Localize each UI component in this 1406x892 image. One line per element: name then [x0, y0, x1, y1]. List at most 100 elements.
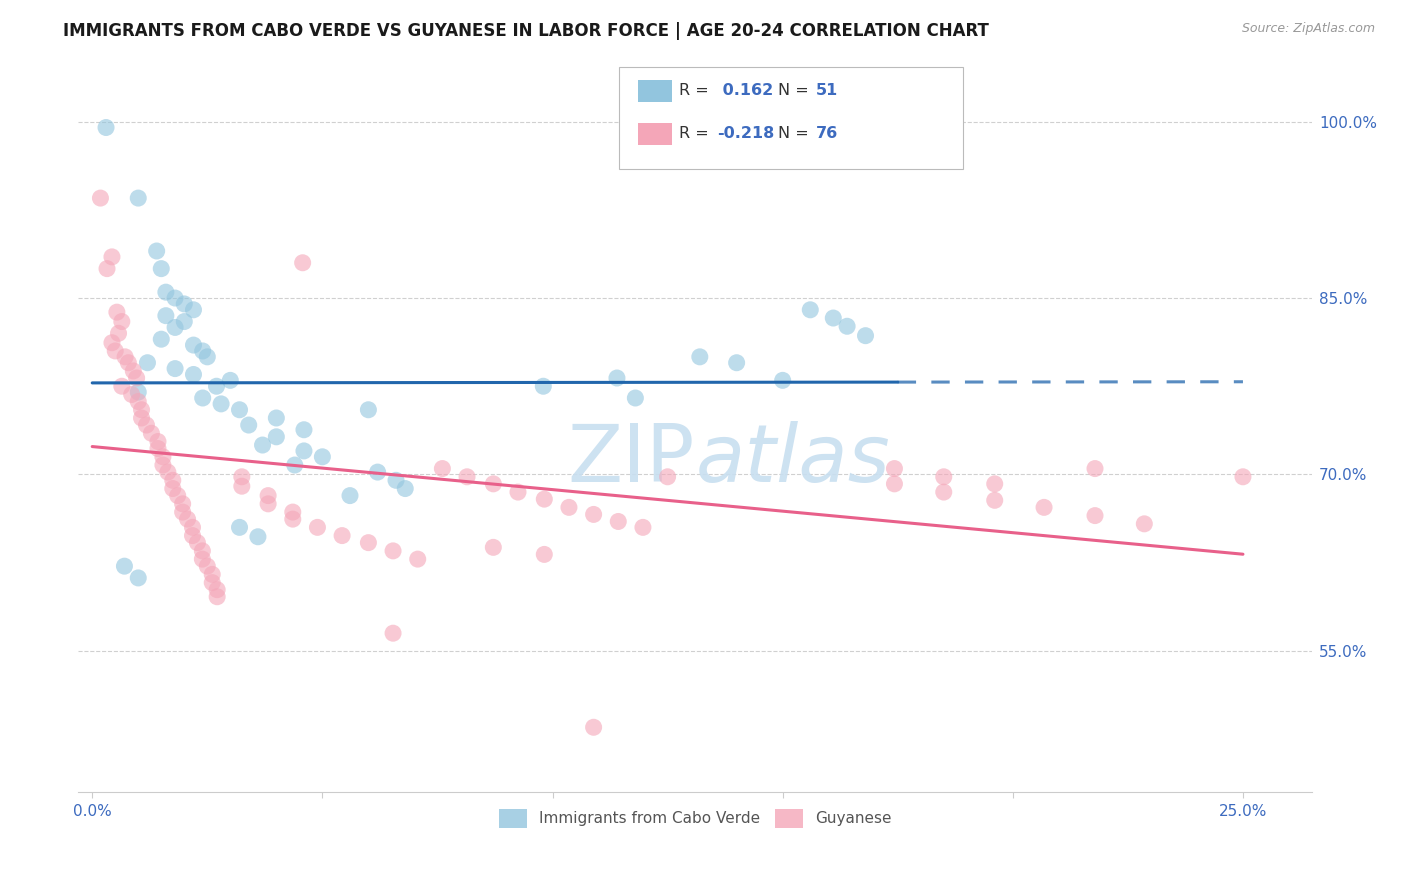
Point [146, 442, 169, 456]
Point [382, 544, 405, 558]
Point [183, 302, 205, 317]
Point [533, 492, 555, 507]
Point [162, 473, 184, 487]
Point [191, 343, 214, 358]
Text: atlas: atlas [695, 421, 890, 500]
Point [506, 485, 529, 500]
Point [172, 497, 194, 511]
Point [266, 411, 288, 425]
Point [181, 528, 204, 542]
Point [657, 470, 679, 484]
Legend: Immigrants from Cabo Verde, Guyanese: Immigrants from Cabo Verde, Guyanese [494, 803, 897, 834]
Point [607, 515, 630, 529]
Point [150, 332, 173, 346]
Point [281, 512, 304, 526]
Point [111, 314, 134, 328]
Point [1033, 500, 1056, 515]
Point [311, 450, 333, 464]
Point [165, 320, 187, 334]
Point [281, 505, 304, 519]
Point [1084, 461, 1107, 475]
Point [382, 626, 405, 640]
Point [127, 571, 149, 585]
Point [219, 373, 242, 387]
Point [231, 479, 253, 493]
Point [195, 350, 218, 364]
Point [94, 120, 117, 135]
Point [330, 528, 353, 542]
Text: N =: N = [778, 127, 814, 141]
Text: -0.218: -0.218 [717, 127, 775, 141]
Point [205, 582, 228, 597]
Point [104, 343, 127, 358]
Point [135, 418, 157, 433]
Point [1084, 508, 1107, 523]
Point [155, 309, 177, 323]
Point [155, 285, 177, 300]
Point [114, 559, 136, 574]
Point [883, 476, 905, 491]
Point [181, 520, 204, 534]
Point [101, 250, 124, 264]
Point [162, 482, 184, 496]
Point [117, 356, 139, 370]
Point [624, 391, 647, 405]
Point [127, 191, 149, 205]
Point [855, 328, 877, 343]
Point [146, 434, 169, 449]
Text: R =: R = [679, 84, 714, 98]
Point [432, 461, 454, 475]
Point [531, 379, 554, 393]
Point [482, 541, 505, 555]
Point [201, 567, 224, 582]
Text: R =: R = [679, 127, 714, 141]
Point [1232, 470, 1254, 484]
Text: 51: 51 [815, 84, 838, 98]
Point [292, 423, 315, 437]
Point [482, 476, 505, 491]
Point [150, 261, 173, 276]
Point [456, 470, 478, 484]
Point [136, 356, 159, 370]
Point [172, 505, 194, 519]
Point [183, 368, 205, 382]
Point [127, 394, 149, 409]
Point [606, 371, 628, 385]
Point [725, 356, 748, 370]
Point [101, 335, 124, 350]
Point [582, 720, 605, 734]
Point [183, 338, 205, 352]
Point [209, 397, 232, 411]
Point [131, 402, 153, 417]
Point [166, 489, 188, 503]
Point [105, 305, 128, 319]
Point [367, 465, 389, 479]
Point [823, 311, 845, 326]
Point [228, 402, 250, 417]
Point [292, 444, 315, 458]
Point [173, 297, 195, 311]
Point [533, 548, 555, 562]
Point [394, 482, 416, 496]
Point [96, 261, 118, 276]
Point [257, 497, 280, 511]
Point [125, 371, 148, 385]
Point [266, 430, 288, 444]
Point [205, 590, 228, 604]
Point [1133, 516, 1156, 531]
Point [835, 319, 858, 334]
Point [165, 361, 187, 376]
Point [205, 379, 228, 393]
Point [165, 291, 187, 305]
Point [357, 402, 380, 417]
Point [883, 461, 905, 475]
Point [238, 418, 260, 433]
Text: Source: ZipAtlas.com: Source: ZipAtlas.com [1241, 22, 1375, 36]
Point [191, 544, 214, 558]
Point [357, 535, 380, 549]
Point [114, 350, 136, 364]
Text: IMMIGRANTS FROM CABO VERDE VS GUYANESE IN LABOR FORCE | AGE 20-24 CORRELATION CH: IMMIGRANTS FROM CABO VERDE VS GUYANESE I… [63, 22, 990, 40]
Point [131, 411, 153, 425]
Point [141, 426, 163, 441]
Point [156, 465, 179, 479]
